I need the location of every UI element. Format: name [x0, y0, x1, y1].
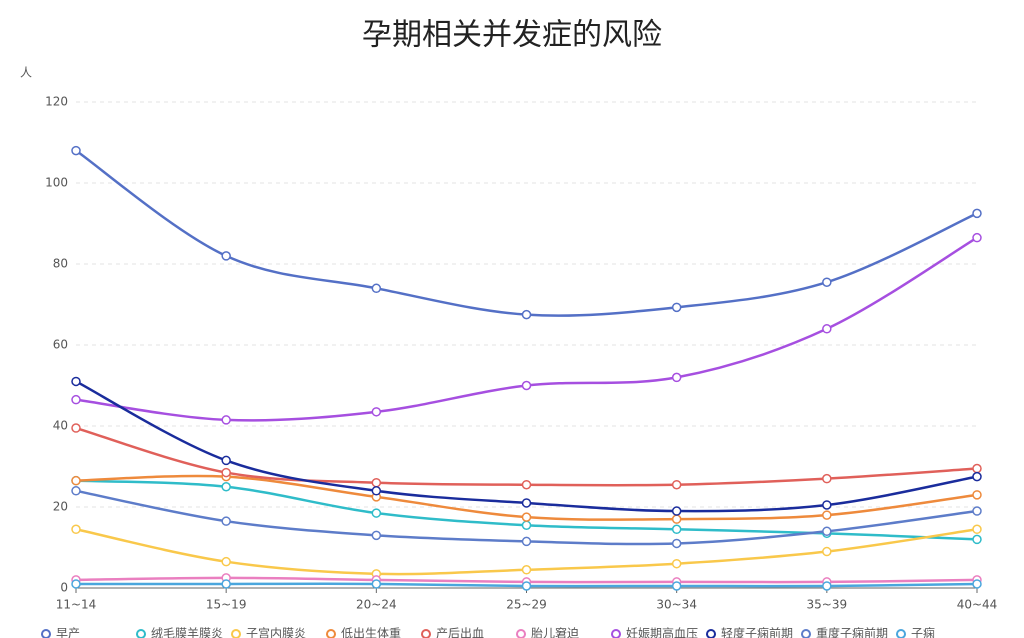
data-point — [371, 407, 382, 417]
data-point — [671, 581, 682, 591]
data-point — [972, 490, 982, 500]
y-tick-label: 60 — [53, 338, 68, 352]
series-line — [75, 380, 978, 513]
data-point — [371, 508, 382, 518]
series-line — [75, 149, 978, 317]
data-point — [822, 546, 832, 557]
legend-marker — [136, 629, 146, 638]
data-point — [371, 486, 382, 496]
legend-marker — [326, 629, 336, 638]
data-point — [972, 232, 982, 243]
series-line — [75, 236, 978, 422]
legend-marker — [706, 629, 716, 638]
data-point — [521, 380, 532, 391]
data-point — [521, 520, 532, 530]
data-point — [71, 486, 81, 496]
data-point — [671, 372, 682, 383]
legend-label: 子痫 — [911, 627, 935, 638]
data-point — [71, 423, 81, 433]
data-point — [822, 473, 832, 484]
data-point — [822, 510, 832, 520]
data-point — [972, 506, 982, 516]
x-tick-label: 11~14 — [56, 598, 97, 612]
data-point — [71, 475, 81, 486]
legend-marker — [41, 629, 51, 638]
data-point — [221, 467, 231, 478]
data-point — [521, 536, 532, 547]
data-point — [221, 415, 231, 425]
x-tick-label: 20~24 — [356, 598, 397, 612]
y-tick-label: 120 — [45, 95, 68, 109]
data-point — [521, 498, 532, 508]
data-point — [221, 251, 231, 261]
data-point — [71, 376, 81, 387]
y-axis-label: 人 — [20, 66, 32, 80]
data-point — [521, 581, 532, 591]
legend-label: 重度子痫前期 — [816, 626, 888, 638]
data-point — [671, 506, 682, 516]
data-point — [822, 277, 832, 287]
legend-label: 早产 — [56, 627, 80, 638]
data-point — [972, 471, 982, 482]
chart-title: 孕期相关并发症的风险 — [362, 18, 662, 53]
data-point — [371, 477, 382, 488]
data-point — [221, 482, 231, 492]
data-point — [221, 579, 231, 589]
legend-marker — [231, 629, 241, 638]
x-tick-label: 30~34 — [656, 598, 697, 612]
data-point — [671, 302, 682, 313]
data-point — [371, 530, 382, 541]
legend-label: 产后出血 — [436, 627, 484, 638]
legend-marker — [516, 629, 526, 638]
y-tick-label: 0 — [60, 581, 68, 595]
data-point — [521, 479, 532, 490]
data-point — [71, 524, 81, 535]
data-point — [671, 514, 682, 524]
data-point — [71, 579, 81, 589]
data-point — [972, 463, 982, 474]
legend-marker — [611, 629, 621, 638]
data-point — [972, 208, 982, 219]
data-point — [972, 579, 982, 589]
data-point — [521, 512, 532, 522]
legend-marker — [896, 629, 906, 638]
data-point — [671, 538, 682, 549]
data-point — [221, 516, 231, 526]
data-point — [521, 565, 532, 575]
data-point — [371, 283, 382, 294]
x-tick-label: 40~44 — [957, 598, 998, 612]
data-point — [221, 556, 231, 567]
legend-label: 低出生体重 — [341, 627, 401, 638]
data-point — [671, 524, 682, 535]
data-point — [822, 500, 832, 510]
data-point — [822, 526, 832, 537]
data-point — [972, 524, 982, 535]
data-point — [521, 309, 532, 320]
data-point — [371, 579, 382, 589]
data-point — [221, 455, 231, 466]
x-tick-label: 35~39 — [807, 598, 848, 612]
y-tick-label: 40 — [53, 419, 68, 433]
legend-marker — [421, 629, 431, 638]
legend-label: 子宫内膜炎 — [246, 626, 306, 638]
legend-label: 妊娠期高血压 — [626, 626, 698, 638]
data-point — [671, 479, 682, 490]
y-tick-label: 20 — [53, 500, 68, 514]
legend-marker — [801, 629, 811, 638]
data-point — [71, 394, 81, 405]
x-tick-label: 25~29 — [506, 598, 547, 612]
y-tick-label: 80 — [53, 257, 68, 271]
legend-label: 轻度子痫前期 — [721, 626, 793, 638]
y-tick-label: 100 — [45, 176, 68, 190]
data-point — [972, 534, 982, 545]
x-tick-label: 15~19 — [206, 598, 247, 612]
data-point — [822, 581, 832, 591]
data-point — [822, 324, 832, 334]
legend-label: 绒毛膜羊膜炎 — [151, 626, 223, 638]
data-point — [71, 145, 81, 156]
legend-label: 胎儿窘迫 — [531, 626, 579, 638]
data-point — [671, 558, 682, 569]
